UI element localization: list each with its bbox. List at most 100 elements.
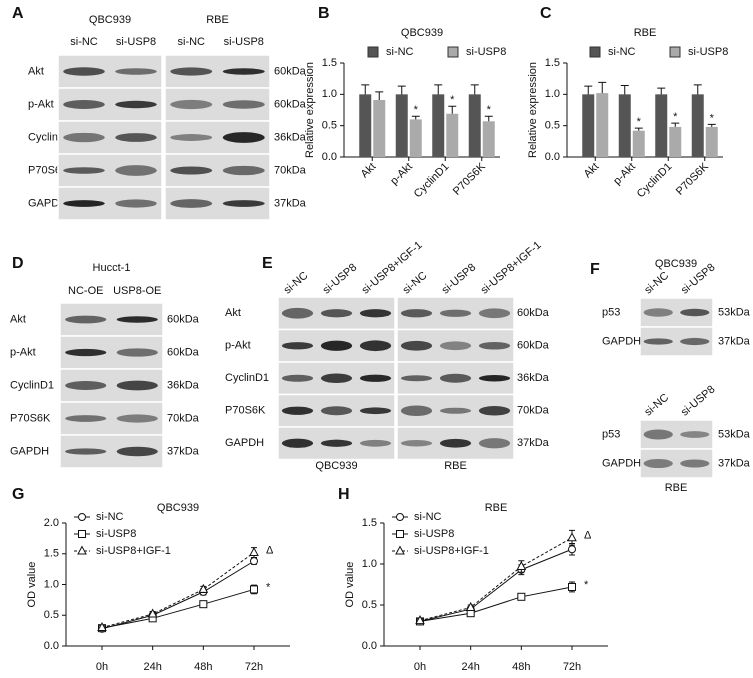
chart-title: QBC939 <box>401 27 443 39</box>
panel-label: C <box>540 5 552 22</box>
blot-band <box>680 337 710 346</box>
blot-band <box>359 309 392 318</box>
y-axis-label: OD value <box>344 562 356 608</box>
blot-band <box>320 406 353 416</box>
error-bar <box>634 127 643 131</box>
group-label: QBC939 <box>315 460 357 472</box>
x-tick-label: Akt <box>582 161 602 181</box>
size-label: 60kDa <box>167 313 200 325</box>
bar <box>409 119 422 157</box>
error-bar <box>411 115 420 120</box>
error-bar <box>620 85 629 95</box>
blot-band <box>281 374 314 382</box>
x-tick-label: p-Akt <box>611 161 638 188</box>
point <box>415 615 425 625</box>
blot-band <box>680 431 710 438</box>
row-label: CyclinD1 <box>10 379 54 391</box>
y-tick-label: 0.0 <box>322 151 337 163</box>
blot-band <box>400 309 433 318</box>
row-label: GAPDH <box>602 457 641 469</box>
bar <box>632 130 645 157</box>
size-label: 60kDa <box>274 98 307 110</box>
blot-band <box>439 341 472 351</box>
significance: * <box>584 579 589 591</box>
blot-band <box>281 438 314 448</box>
blot-band <box>400 440 433 447</box>
row-label: p-Akt <box>28 98 54 110</box>
blot-band <box>439 373 472 383</box>
point <box>567 532 577 542</box>
point <box>568 582 576 591</box>
error-bar <box>361 84 370 95</box>
error-bar <box>434 84 443 95</box>
legend-label: si-USP8 <box>688 46 728 58</box>
legend-marker <box>396 513 404 521</box>
legend-swatch <box>367 46 379 58</box>
size-label: 36kDa <box>517 372 550 384</box>
legend-marker <box>78 530 86 538</box>
blot-band <box>116 316 158 323</box>
group-label: RBE <box>444 460 467 472</box>
point <box>568 545 576 554</box>
error-bar <box>657 87 666 95</box>
size-label: 60kDa <box>517 307 550 319</box>
point <box>97 621 107 632</box>
lane-label: si-NC <box>642 392 671 419</box>
blot-band <box>65 380 107 391</box>
y-axis-label: OD value <box>26 562 38 608</box>
blot-band <box>478 405 511 416</box>
legend-label: si-NC <box>608 46 636 58</box>
blot-band <box>116 348 158 357</box>
blot-band <box>222 165 265 176</box>
point <box>198 583 209 593</box>
legend-marker <box>78 513 86 521</box>
significance: * <box>266 581 271 593</box>
series-line <box>101 588 255 629</box>
x-tick-label: 0h <box>414 661 426 673</box>
y-tick-label: 0.0 <box>362 640 377 652</box>
bar <box>373 99 386 157</box>
lane-label: si-NC <box>282 270 311 297</box>
series-line <box>419 586 573 622</box>
lane-label: si-USP8 <box>440 261 479 296</box>
chart-title: RBE <box>485 502 508 514</box>
row-label: GAPDH <box>10 445 49 457</box>
blot-band <box>643 429 673 440</box>
y-tick-label: 0.0 <box>545 151 560 163</box>
bar <box>468 94 481 157</box>
blot-band <box>359 439 392 447</box>
legend-marker <box>395 545 405 555</box>
lane-label: si-NC <box>70 36 98 48</box>
blot-band <box>400 405 433 416</box>
y-axis-label: Relative expression <box>304 62 316 158</box>
error-bar <box>671 122 680 127</box>
blot-band <box>680 308 710 317</box>
x-tick-label: P70S6K <box>451 160 488 197</box>
size-label: 70kDa <box>274 164 307 176</box>
legend-label: si-NC <box>386 46 414 58</box>
y-tick-label: 1.0 <box>362 558 377 570</box>
lane-label: USP8-OE <box>113 285 161 297</box>
blot-band <box>281 406 314 415</box>
y-tick-label: 0.5 <box>362 599 377 611</box>
significance: * <box>487 104 492 116</box>
row-label: GAPDH <box>602 335 641 347</box>
blot-band <box>170 134 213 141</box>
significance: * <box>450 94 455 106</box>
size-label: 37kDa <box>274 197 307 209</box>
blot-band <box>359 374 392 382</box>
size-label: 53kDa <box>718 306 751 318</box>
x-tick-label: 48h <box>512 661 530 673</box>
significance: * <box>414 104 419 116</box>
panel-label: H <box>338 486 350 503</box>
point <box>147 608 158 618</box>
x-tick-label: 0h <box>96 661 108 673</box>
blot-band <box>439 407 472 414</box>
blot-band <box>400 375 433 382</box>
bar <box>618 94 631 157</box>
lane-label: si-USP8+IGF-1 <box>479 239 544 296</box>
significance: Δ <box>266 544 274 556</box>
error-bar <box>598 81 607 94</box>
row-label: CyclinD1 <box>225 372 269 384</box>
bar <box>596 93 609 157</box>
